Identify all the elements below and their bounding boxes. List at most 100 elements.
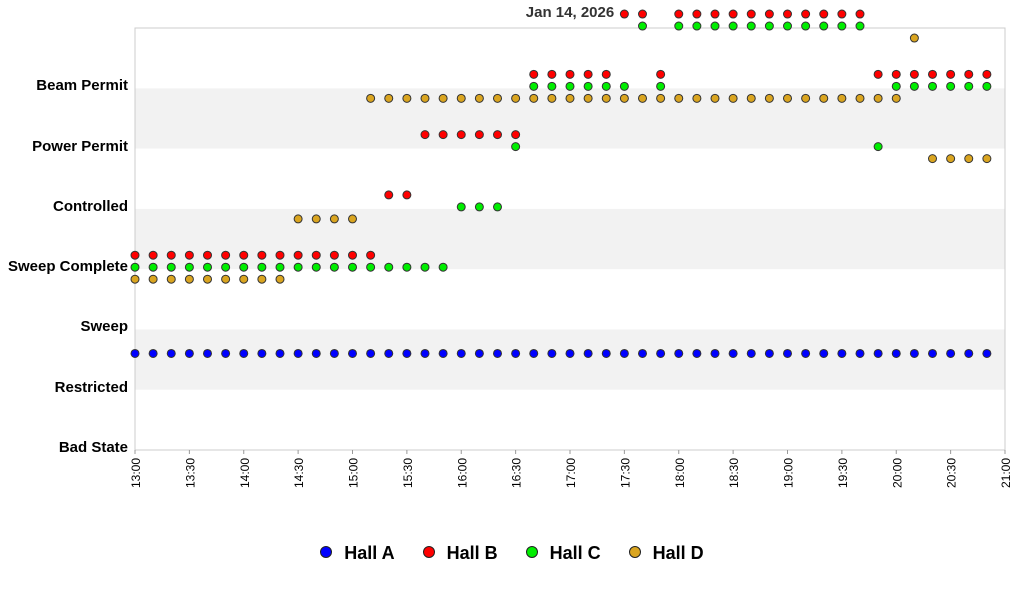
data-point-hall-b [873,69,883,79]
data-point-hall-a [547,348,557,358]
data-point-hall-d [348,214,357,224]
data-point-hall-c [783,21,792,31]
data-point-hall-c [837,21,847,31]
data-point-hall-b [529,69,539,79]
data-point-hall-a [311,348,321,358]
data-point-hall-d [583,93,593,103]
data-point-hall-d [601,93,611,103]
data-point-hall-b [710,9,720,19]
data-point-hall-b [946,69,956,79]
data-point-hall-d [493,93,502,103]
data-point-hall-b [674,9,684,19]
y-tick-label: Restricted [54,378,128,396]
data-point-hall-b [964,69,974,79]
data-point-hall-c [293,262,303,272]
data-point-hall-b [130,250,140,260]
x-tick-label: 13:30 [183,458,197,488]
y-tick-label: Sweep Complete [7,258,128,276]
data-point-hall-d [656,93,666,103]
data-point-hall-b [891,69,901,79]
data-point-hall-c [474,202,484,212]
data-point-hall-c [456,202,466,212]
band-4 [135,148,1005,209]
data-point-hall-b [275,250,285,260]
data-point-hall-a [148,348,158,358]
data-point-hall-a [692,348,702,358]
data-point-hall-b [348,250,357,260]
data-point-hall-d [728,93,738,103]
data-point-hall-a [710,348,720,358]
data-point-hall-a [764,348,774,358]
data-point-hall-d [257,274,267,284]
data-point-hall-b [257,250,267,260]
data-point-hall-d [946,154,956,164]
data-point-hall-c [148,262,158,272]
data-point-hall-d [783,93,792,103]
data-point-hall-b [184,250,194,260]
data-point-hall-d [511,93,521,103]
data-point-hall-d [166,274,176,284]
y-tick-label: Bad State [58,439,128,456]
data-point-hall-a [493,348,502,358]
data-point-hall-a [130,348,140,358]
x-tick-label: 18:30 [727,458,741,488]
data-point-hall-a [420,348,430,358]
data-point-hall-c [366,262,376,272]
data-point-hall-a [601,348,611,358]
data-point-hall-a [348,348,357,358]
x-tick-label: 13:00 [129,458,143,488]
y-tick-label: Power Permit [32,137,128,155]
data-point-hall-b [565,69,575,79]
data-point-hall-c [275,262,285,272]
data-point-hall-c [656,81,666,91]
data-point-hall-a [221,348,231,358]
legend-marker [422,546,435,558]
data-point-hall-b [982,69,992,79]
data-point-hall-a [909,348,919,358]
data-point-hall-c [964,81,974,91]
data-point-hall-a [293,348,303,358]
legend-item: Hall A [320,543,395,564]
data-point-hall-b [311,250,321,260]
data-point-hall-c [619,81,629,91]
data-point-hall-d [801,93,811,103]
data-point-hall-d [420,93,430,103]
x-tick-label: 15:30 [401,458,415,488]
data-point-hall-d [710,93,720,103]
data-point-hall-a [366,348,376,358]
data-point-hall-d [529,93,539,103]
data-point-hall-a [511,348,521,358]
data-point-hall-c [855,21,865,31]
data-point-hall-b [746,9,756,19]
data-point-hall-c [547,81,557,91]
data-point-hall-a [819,348,829,358]
data-point-hall-a [402,348,412,358]
data-point-hall-b [203,250,212,260]
legend-label: Hall A [344,543,395,563]
data-point-hall-c [909,81,919,91]
data-point-hall-b [619,9,629,19]
data-point-hall-d [275,274,285,284]
data-point-hall-c [801,21,811,31]
x-tick-label: 17:00 [564,458,578,488]
data-point-hall-c [982,81,992,91]
data-point-hall-c [311,262,321,272]
data-point-hall-d [311,214,321,224]
data-point-hall-d [928,154,937,164]
data-point-hall-c [529,81,539,91]
legend-label: Hall B [446,543,498,563]
data-point-hall-b [728,9,738,19]
x-tick-label: 18:00 [673,458,687,488]
x-tick-label: 19:30 [836,458,850,488]
legend-marker [525,546,538,558]
data-point-hall-b [329,250,339,260]
data-point-hall-c [583,81,593,91]
data-point-hall-a [946,348,956,358]
data-point-hall-b [909,69,919,79]
data-point-hall-d [964,154,974,164]
data-point-hall-d [438,93,448,103]
legend-marker [320,546,333,558]
data-point-hall-c [764,21,774,31]
data-point-hall-d [764,93,774,103]
